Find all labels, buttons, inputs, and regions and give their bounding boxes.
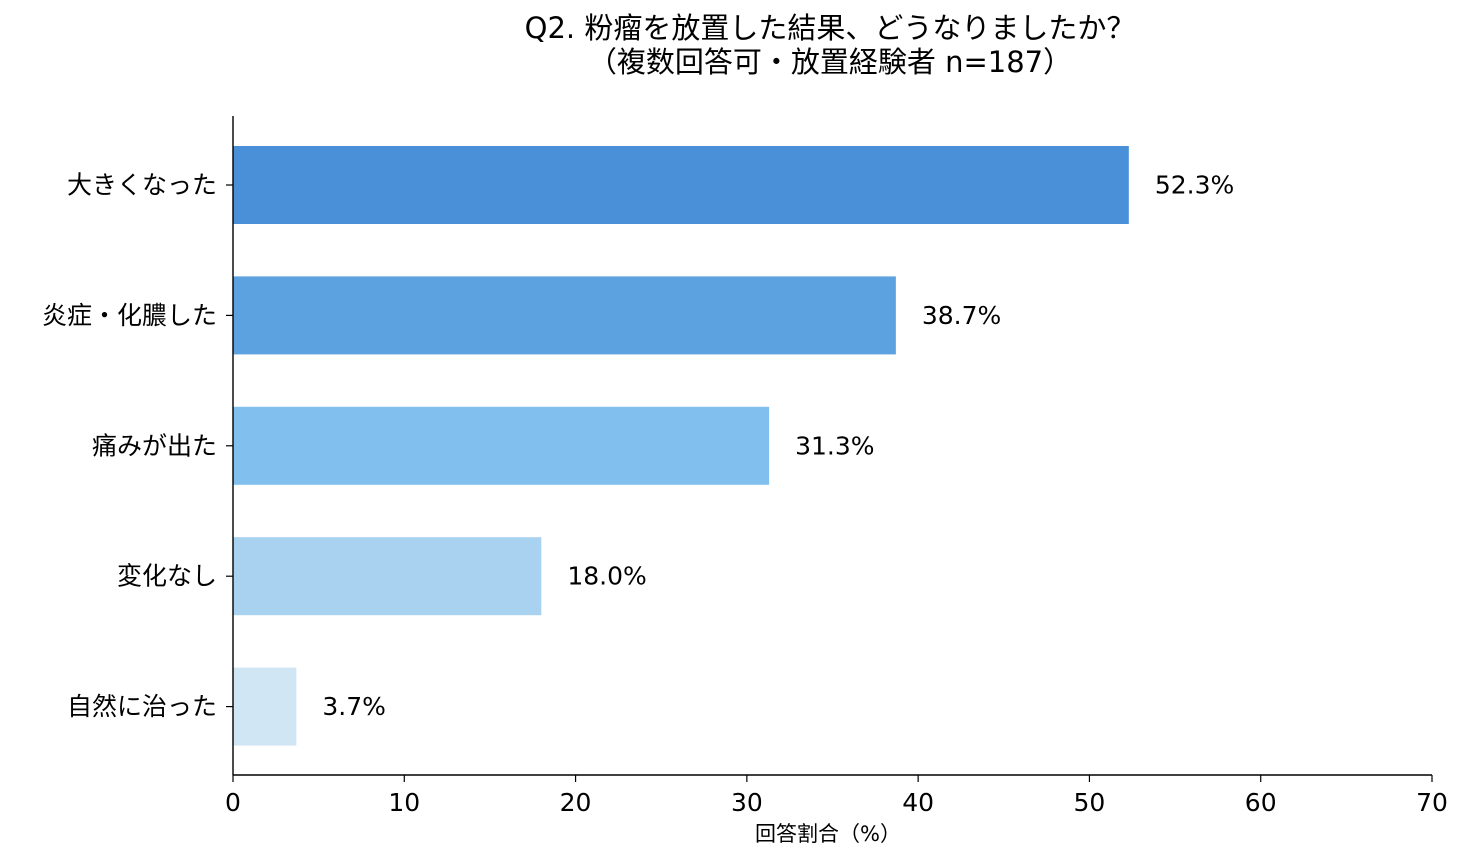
bar-1 xyxy=(233,146,1129,224)
x-axis-title: 回答割合（%） xyxy=(755,822,901,846)
x-tick-label-10: 10 xyxy=(388,788,420,817)
value-label-2: 38.7% xyxy=(922,301,1001,330)
category-label-2: 炎症・化膿した xyxy=(42,301,217,330)
x-tick-label-0: 0 xyxy=(225,788,241,817)
x-tick-label-20: 20 xyxy=(560,788,592,817)
value-label-3: 31.3% xyxy=(795,431,874,460)
x-tick-label-70: 70 xyxy=(1416,788,1448,817)
category-label-1: 大きくなった xyxy=(67,171,217,200)
value-label-1: 52.3% xyxy=(1155,171,1234,200)
category-label-4: 変化なし xyxy=(117,562,217,591)
chart-subtitle: （複数回答可・放置経験者 n=187） xyxy=(588,45,1072,79)
bar-3 xyxy=(233,406,770,485)
bar-5 xyxy=(233,667,297,746)
x-tick-label-40: 40 xyxy=(902,788,934,817)
value-label-5: 3.7% xyxy=(322,692,386,721)
category-label-5: 自然に治った xyxy=(67,692,217,721)
category-label-3: 痛みが出た xyxy=(92,431,217,460)
x-tick-label-30: 30 xyxy=(731,788,763,817)
bars-group: 52.3% 38.7% 31.3% 18.0% 3.7% xyxy=(233,146,1234,746)
x-tick-label-60: 60 xyxy=(1245,788,1277,817)
bar-4 xyxy=(233,537,542,616)
x-tick-label-50: 50 xyxy=(1074,788,1106,817)
value-label-4: 18.0% xyxy=(567,562,646,591)
bar-2 xyxy=(233,276,896,355)
chart-title: Q2. 粉瘤を放置した結果、どうなりましたか？ xyxy=(525,11,1136,45)
